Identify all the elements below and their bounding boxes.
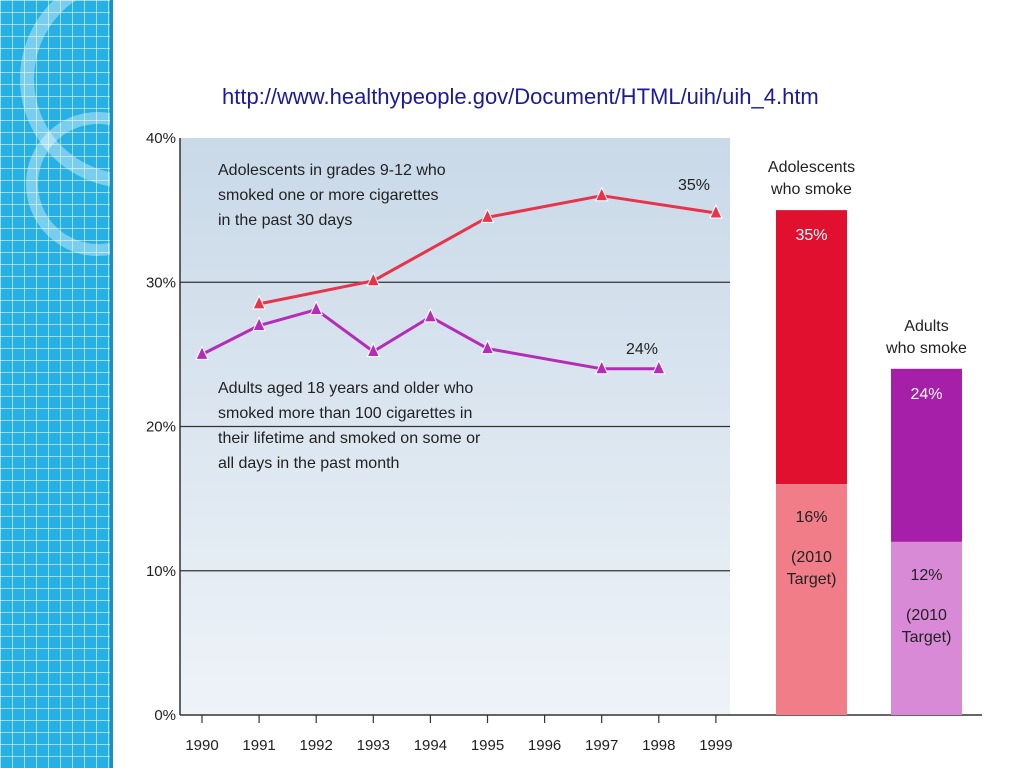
y-tick-label: 0%	[154, 707, 176, 724]
adults-point	[195, 345, 209, 360]
bar-current-label: 35%	[795, 227, 827, 244]
bar-target-note: (2010 Target)	[787, 549, 837, 588]
adolescents-point	[366, 271, 381, 287]
bar-current	[776, 210, 847, 485]
bar-target	[776, 484, 847, 715]
bar-current	[891, 368, 962, 542]
adolescents-end-label: 35%	[678, 177, 710, 194]
adults-point	[423, 307, 438, 323]
bar-panel: Adolescents who smoke 35% 16% (2010 Target) Ad…	[768, 159, 967, 715]
bar-title-line: who smoke	[770, 181, 852, 198]
x-tick-label: 1992	[300, 737, 333, 754]
bar-target-note-line: (2010	[791, 549, 832, 566]
adolescents-annotation: Adolescents in grades 9-12 who smoked one…	[218, 162, 446, 229]
x-tick-label: 1994	[414, 737, 447, 754]
annotation-line: in the past 30 days	[218, 212, 352, 229]
bar-target-label: 16%	[795, 509, 827, 526]
x-tick-label: 1997	[585, 737, 618, 754]
source-url: http://www.healthypeople.gov/Document/HT…	[222, 84, 819, 109]
bar-target-note-line: Target)	[902, 629, 952, 646]
bar-target-note-line: Target)	[787, 571, 837, 588]
y-tick-label: 30%	[146, 274, 176, 291]
bar-target	[891, 541, 962, 715]
annotation-line: all days in the past month	[218, 455, 399, 472]
x-tick-label: 1990	[185, 737, 218, 754]
adults-point	[309, 300, 323, 316]
smoking-chart: 0% 10% 20% 30% 40% 1990 1991 1992 1993 1994 1995 19…	[146, 130, 982, 754]
annotation-line: Adults aged 18 years and older who	[218, 380, 473, 397]
adults-point	[652, 359, 666, 375]
x-tick-label: 1999	[699, 737, 732, 754]
bar-target-label: 12%	[910, 567, 942, 584]
adolescents-point	[252, 294, 266, 310]
annotation-line: their lifetime and smoked on some or	[218, 430, 481, 447]
bar-title: Adults who smoke	[885, 318, 967, 357]
y-tick-label: 10%	[146, 563, 176, 580]
adults-line	[201, 308, 659, 371]
bar-title: Adolescents who smoke	[768, 159, 855, 198]
adults-point	[480, 339, 495, 355]
adults-annotation: Adults aged 18 years and older who smoked…	[218, 380, 481, 472]
x-tick-label: 1993	[357, 737, 390, 754]
bar-target-note: (2010 Target)	[902, 607, 952, 646]
bar-title-line: Adolescents	[768, 159, 855, 176]
adults-point	[594, 359, 609, 375]
annotation-line: smoked more than 100 cigarettes in	[218, 405, 472, 422]
adults-end-label: 24%	[626, 341, 658, 358]
annotation-line: Adolescents in grades 9-12 who	[218, 162, 446, 179]
adolescents-point	[594, 186, 609, 202]
line-plot: 0% 10% 20% 30% 40% 1990 1991 1992 1993 1994 1995 19…	[146, 130, 982, 754]
annotation-line: smoked one or more cigarettes	[218, 187, 439, 204]
x-tick-label: 1996	[528, 737, 561, 754]
adolescents-point	[480, 208, 495, 223]
decorative-sidebar	[0, 0, 113, 768]
x-tick-label: 1991	[242, 737, 275, 754]
sidebar-edge	[110, 0, 113, 768]
adults-point	[366, 342, 381, 357]
bar-current-label: 24%	[910, 386, 942, 403]
bar-target-note-line: (2010	[906, 607, 947, 624]
adults-point	[252, 316, 266, 332]
x-tick-label: 1995	[471, 737, 504, 754]
y-tick-label: 40%	[146, 130, 176, 147]
bar-title-line: Adults	[904, 318, 948, 335]
adolescents-point	[709, 203, 723, 219]
x-tick-label: 1998	[642, 737, 675, 754]
y-tick-label: 20%	[146, 419, 176, 436]
bar-title-line: who smoke	[885, 340, 967, 357]
